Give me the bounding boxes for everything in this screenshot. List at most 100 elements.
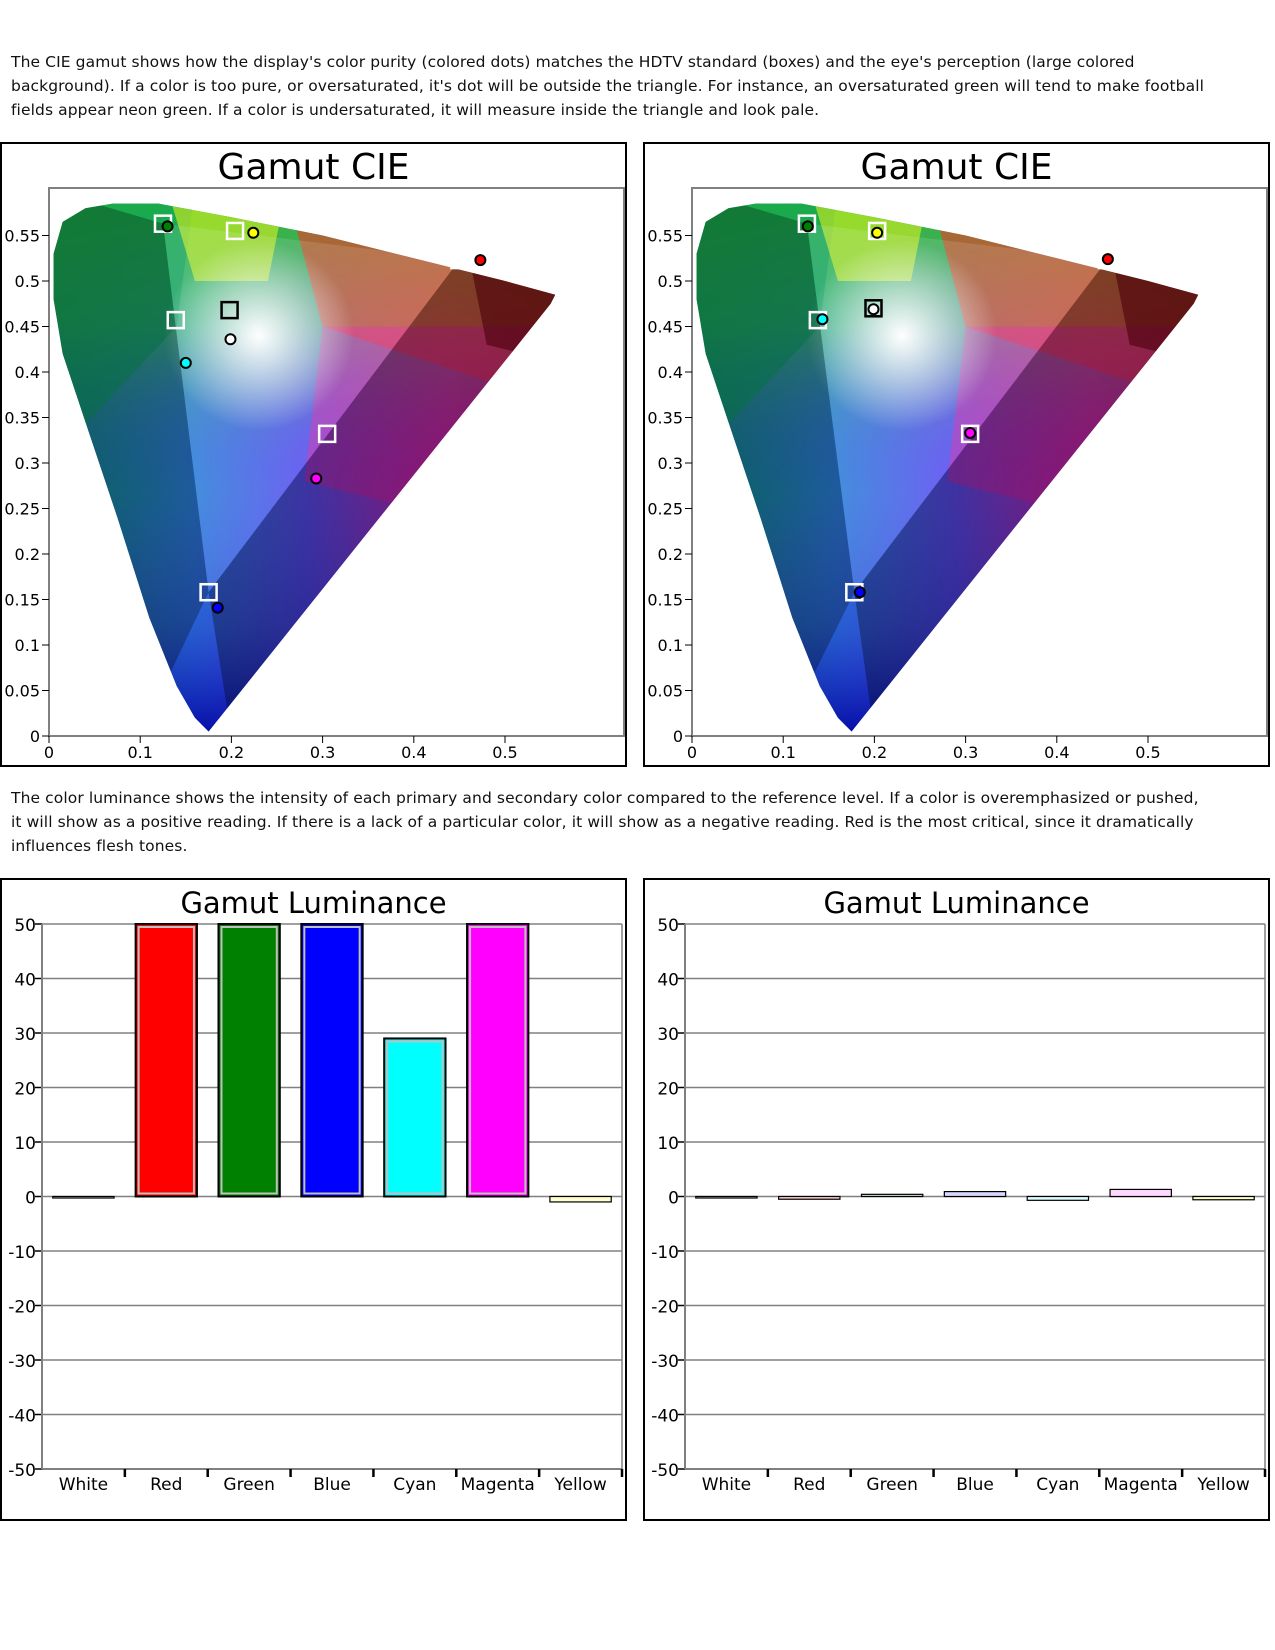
cie-chart-left: Gamut CIE 0 0.05 0.1 0.15 0.2 0.25 0.3 0.35 0.4 0… [0, 142, 627, 767]
reference-box-red [1097, 250, 1117, 270]
x-tick-label: 0.3 [310, 743, 335, 762]
x-tick-label: 0.1 [127, 743, 152, 762]
y-tick-label: 0 [25, 1189, 36, 1209]
measured-point-blue [853, 586, 866, 599]
chart-title: Gamut Luminance [823, 886, 1090, 920]
reference-box-white [220, 300, 239, 320]
x-tick-label: 0.2 [219, 743, 244, 762]
y-tick-label: 0.1 [658, 636, 683, 655]
x-tick-label: Magenta [1104, 1475, 1178, 1495]
bar-magenta [466, 923, 530, 1198]
measured-point-blue [211, 601, 224, 614]
x-tick-label: Blue [956, 1475, 994, 1495]
chart-title: Gamut Luminance [180, 886, 447, 920]
measured-point-magenta [964, 426, 977, 439]
x-tick-label: Green [223, 1475, 274, 1495]
y-tick-label: 20 [14, 1080, 36, 1100]
y-tick-label: 0 [673, 727, 683, 746]
bar-inner-border [469, 926, 527, 1195]
y-tick-label: 0.4 [15, 363, 40, 382]
x-tick-label: Yellow [1196, 1475, 1249, 1495]
luminance-paragraph: The color luminance shows the intensity … [11, 789, 1199, 855]
measured-point-green [801, 220, 814, 233]
reference-box-white [864, 299, 883, 318]
measured-point-white [224, 333, 237, 346]
y-tick-label: 20 [657, 1080, 679, 1100]
y-tick-label: 0.35 [647, 409, 683, 428]
cie-plot-right: 0 0.05 0.1 0.15 0.2 0.25 0.3 0.35 0.4 0.45 0.5 0.55… [647, 187, 1268, 762]
y-tick-label: 0.15 [647, 591, 683, 610]
x-tick-label: 0.1 [770, 743, 795, 762]
x-tick-label: 0.5 [492, 743, 517, 762]
bar-green [860, 1193, 924, 1198]
plot-frame [48, 187, 625, 737]
y-tick-label: 10 [657, 1134, 679, 1154]
bar-inner-border [137, 926, 195, 1195]
y-tick-label: 0.15 [4, 591, 40, 610]
reference-box-magenta [960, 424, 980, 444]
reference-box-blue [199, 582, 218, 602]
y-tick-label: -30 [651, 1352, 679, 1372]
measured-point-yellow [247, 226, 260, 239]
x-tick-label: Magenta [461, 1475, 535, 1495]
y-tick-label: 0.55 [4, 227, 40, 246]
cie-horseshoe [53, 203, 556, 732]
bar-cyan [1026, 1195, 1090, 1201]
y-tick-label: 0 [30, 727, 40, 746]
luminance-plot-left: 50 40 30 20 10 0 -10 -20 -30 -40 -50 White Red Green B… [8, 916, 624, 1495]
bar-white [695, 1195, 758, 1199]
bar-green [217, 923, 281, 1198]
x-tick-label: Blue [313, 1475, 351, 1495]
plot-frame [691, 187, 1268, 737]
y-tick-label: 0.55 [647, 227, 683, 246]
y-tick-label: 0.05 [647, 682, 683, 701]
reference-box-red [450, 250, 469, 270]
x-tick-label: 0 [44, 743, 54, 762]
chart-title: Gamut CIE [217, 147, 410, 188]
x-tick-label: 0.2 [862, 743, 887, 762]
x-tick-label: Cyan [1036, 1475, 1079, 1495]
x-tick-label: Yellow [553, 1475, 606, 1495]
bar-white [52, 1195, 115, 1199]
cie-chart-right: Gamut CIE 0 0.05 0.1 0.15 0.2 0.25 0.3 0.35 0.4 0… [643, 142, 1270, 767]
y-tick-label: -20 [651, 1298, 679, 1318]
cie-horseshoe [696, 203, 1199, 732]
reference-box-cyan [166, 310, 186, 330]
y-tick-label: 0.25 [4, 500, 40, 519]
x-tick-label: White [702, 1475, 751, 1495]
x-tick-label: Green [866, 1475, 917, 1495]
y-tick-label: 0.1 [15, 636, 40, 655]
y-tick-label: -20 [8, 1298, 36, 1318]
x-tick-label: 0.4 [401, 743, 426, 762]
bar-magenta [1109, 1188, 1172, 1198]
y-tick-label: 50 [14, 916, 36, 936]
y-tick-label: 40 [657, 971, 679, 991]
y-tick-label: 0.2 [15, 545, 40, 564]
measured-point-green [161, 220, 174, 233]
measured-point-white [867, 303, 880, 316]
y-tick-label: 0.5 [15, 272, 40, 291]
x-tick-label: White [59, 1475, 108, 1495]
x-tick-label: Red [150, 1475, 182, 1495]
y-tick-label: 0.45 [647, 318, 683, 337]
measured-point-red [474, 254, 487, 267]
cie-plot-left: 0 0.05 0.1 0.15 0.2 0.25 0.3 0.35 0.4 0.45 0.5 0.55… [4, 187, 625, 762]
bar-inner-border [386, 1040, 444, 1195]
y-tick-label: 30 [14, 1025, 36, 1045]
luminance-chart-left: Gamut Luminance 50 40 30 20 10 0 -10 -20 -30 -40 -… [0, 878, 627, 1521]
bar-inner-border [220, 926, 278, 1195]
bar-blue [943, 1190, 1007, 1198]
measured-point-red [1101, 253, 1114, 266]
y-tick-label: 40 [14, 971, 36, 991]
y-tick-label: 0.35 [4, 409, 40, 428]
y-tick-label: -40 [8, 1407, 36, 1427]
y-tick-label: -50 [651, 1461, 679, 1481]
bar-inner-border [303, 926, 361, 1195]
measured-point-cyan [816, 313, 829, 326]
reference-box-yellow [867, 221, 887, 241]
y-tick-label: 10 [14, 1134, 36, 1154]
x-tick-label: Red [793, 1475, 825, 1495]
y-tick-label: 0.3 [15, 454, 40, 473]
y-tick-label: 0.5 [658, 272, 683, 291]
y-tick-label: 0.25 [647, 500, 683, 519]
